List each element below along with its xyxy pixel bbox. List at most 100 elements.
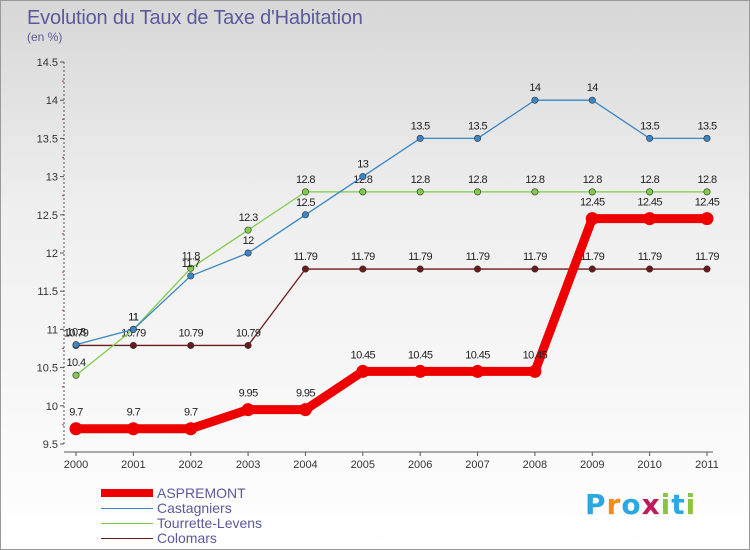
data-point-tourrette-levens [474, 188, 482, 196]
legend-swatch-colomars [101, 538, 153, 539]
series-line-castagniers [75, 99, 708, 346]
data-point-aspremont [413, 364, 427, 378]
y-tick-label: 12.5 [37, 210, 58, 222]
x-tick-label: 2005 [351, 459, 375, 471]
y-tick-label: 13.5 [37, 133, 58, 145]
data-point-colomars [474, 265, 482, 273]
data-point-aspremont [126, 422, 140, 436]
data-point-castagniers [244, 249, 252, 257]
y-tick-label: 9.5 [43, 439, 58, 451]
data-label-tourrette-levens: 12.8 [296, 174, 315, 186]
data-label-aspremont: 9.7 [69, 407, 83, 419]
data-point-colomars [416, 265, 424, 273]
data-point-colomars [703, 265, 711, 273]
data-point-colomars [187, 341, 195, 349]
data-label-colomars: 11.79 [351, 251, 375, 263]
data-point-tourrette-levens [531, 188, 539, 196]
series-line-colomars [75, 268, 708, 347]
proxiti-logo: Proxiti [585, 488, 696, 521]
data-label-aspremont: 12.45 [637, 197, 662, 209]
logo-letter: P [585, 488, 607, 521]
data-label-colomars: 11.79 [695, 251, 719, 263]
data-label-castagniers: 13 [357, 159, 369, 171]
x-tick-label: 2000 [64, 459, 88, 471]
data-label-tourrette-levens: 12.8 [697, 174, 716, 186]
data-label-aspremont: 10.45 [408, 349, 433, 361]
data-point-aspremont [241, 403, 255, 417]
data-label-castagniers: 12 [243, 235, 255, 247]
data-point-castagniers [416, 134, 424, 142]
data-label-colomars: 10.79 [178, 327, 203, 339]
data-label-tourrette-levens: 12.8 [468, 174, 487, 186]
data-label-tourrette-levens: 12.8 [525, 174, 544, 186]
series-line-tourrette-levens [75, 191, 708, 376]
data-label-aspremont: 9.95 [296, 388, 315, 400]
data-point-tourrette-levens [301, 188, 309, 196]
data-point-castagniers [588, 96, 596, 104]
data-point-colomars [244, 341, 252, 349]
data-point-tourrette-levens [646, 188, 654, 196]
data-point-colomars [646, 265, 654, 273]
series-line-aspremont [71, 214, 712, 434]
data-point-colomars [588, 265, 596, 273]
data-label-tourrette-levens: 10.4 [66, 357, 85, 369]
legend-label-colomars: Colomars [157, 530, 217, 546]
logo-letter: o [621, 488, 642, 521]
data-point-tourrette-levens [244, 226, 252, 234]
data-point-castagniers [129, 325, 137, 333]
data-point-aspremont [700, 212, 714, 226]
y-tick-label: 11 [47, 324, 58, 336]
data-label-tourrette-levens: 12.8 [583, 174, 602, 186]
legend-swatch-aspremont [101, 489, 153, 497]
x-tick-label: 2011 [695, 459, 719, 471]
x-tick-label: 2009 [580, 459, 604, 471]
y-tick-label: 14 [46, 95, 58, 107]
data-point-tourrette-levens [703, 188, 711, 196]
data-label-tourrette-levens: 12.3 [239, 212, 258, 224]
y-tick-label: 10.5 [37, 363, 58, 375]
y-tick-label: 12 [46, 248, 58, 260]
data-label-aspremont: 10.45 [523, 349, 548, 361]
data-label-aspremont: 9.7 [184, 407, 198, 419]
data-label-colomars: 11.79 [523, 251, 547, 263]
data-point-tourrette-levens [72, 371, 80, 379]
data-label-castagniers: 12.5 [296, 197, 315, 209]
legend-label-castagniers: Castagniers [157, 500, 232, 516]
data-point-castagniers [531, 96, 539, 104]
data-label-tourrette-levens: 11 [128, 311, 139, 323]
data-label-aspremont: 12.45 [580, 197, 605, 209]
y-tick-label: 11.5 [37, 286, 58, 298]
data-label-castagniers: 13.5 [411, 120, 430, 132]
data-point-tourrette-levens [359, 188, 367, 196]
data-point-tourrette-levens [416, 188, 424, 196]
data-point-colomars [301, 265, 309, 273]
logo-letter: t [671, 488, 686, 521]
data-label-colomars: 11.79 [466, 251, 490, 263]
data-label-tourrette-levens: 11.8 [182, 250, 201, 262]
chart-subtitle: (en %) [27, 30, 63, 44]
legend-label-tourrette-levens: Tourrette-Levens [157, 515, 263, 531]
logo-letter: i [685, 488, 697, 521]
data-point-aspremont [471, 364, 485, 378]
y-tick-label: 10 [46, 401, 58, 413]
data-label-colomars: 11.79 [408, 251, 432, 263]
logo-letter: i [660, 488, 672, 521]
x-tick-label: 2010 [637, 459, 661, 471]
legend-label-aspremont: ASPREMONT [157, 485, 246, 501]
data-point-castagniers [474, 134, 482, 142]
x-tick-label: 2002 [178, 459, 202, 471]
data-point-aspremont [69, 422, 83, 436]
data-label-castagniers: 13.5 [468, 120, 487, 132]
data-label-aspremont: 9.7 [127, 407, 141, 419]
data-label-aspremont: 12.45 [695, 197, 720, 209]
x-tick-label: 2004 [293, 459, 317, 471]
data-label-tourrette-levens: 12.8 [411, 174, 430, 186]
data-label-aspremont: 10.45 [465, 349, 490, 361]
data-label-tourrette-levens: 12.8 [640, 174, 659, 186]
data-label-castagniers: 14 [529, 82, 541, 94]
data-label-castagniers: 10.8 [66, 327, 85, 339]
data-label-castagniers: 11.7 [182, 258, 201, 270]
data-point-castagniers [646, 134, 654, 142]
data-label-colomars: 10.79 [64, 327, 89, 339]
